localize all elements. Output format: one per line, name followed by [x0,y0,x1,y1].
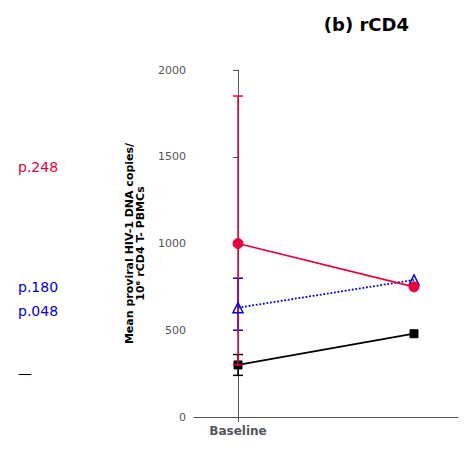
svg-text:2000: 2000 [158,64,186,77]
svg-text:1500: 1500 [158,150,186,163]
svg-text:1000: 1000 [158,237,186,250]
svg-text:—: — [18,365,32,381]
svg-text:p.248: p.248 [18,159,58,175]
svg-text:Mean proviral HIV-1 DNA copies: Mean proviral HIV-1 DNA copies/ [123,142,136,345]
svg-text:p.048: p.048 [18,303,58,319]
svg-text:(b) rCD4: (b) rCD4 [324,14,409,35]
svg-text:500: 500 [165,324,186,337]
svg-text:0: 0 [179,411,186,424]
svg-text:10⁶ rCD4 T- PBMCs: 10⁶ rCD4 T- PBMCs [134,186,147,301]
svg-text:p.180: p.180 [18,279,58,295]
svg-text:Baseline: Baseline [209,424,266,438]
